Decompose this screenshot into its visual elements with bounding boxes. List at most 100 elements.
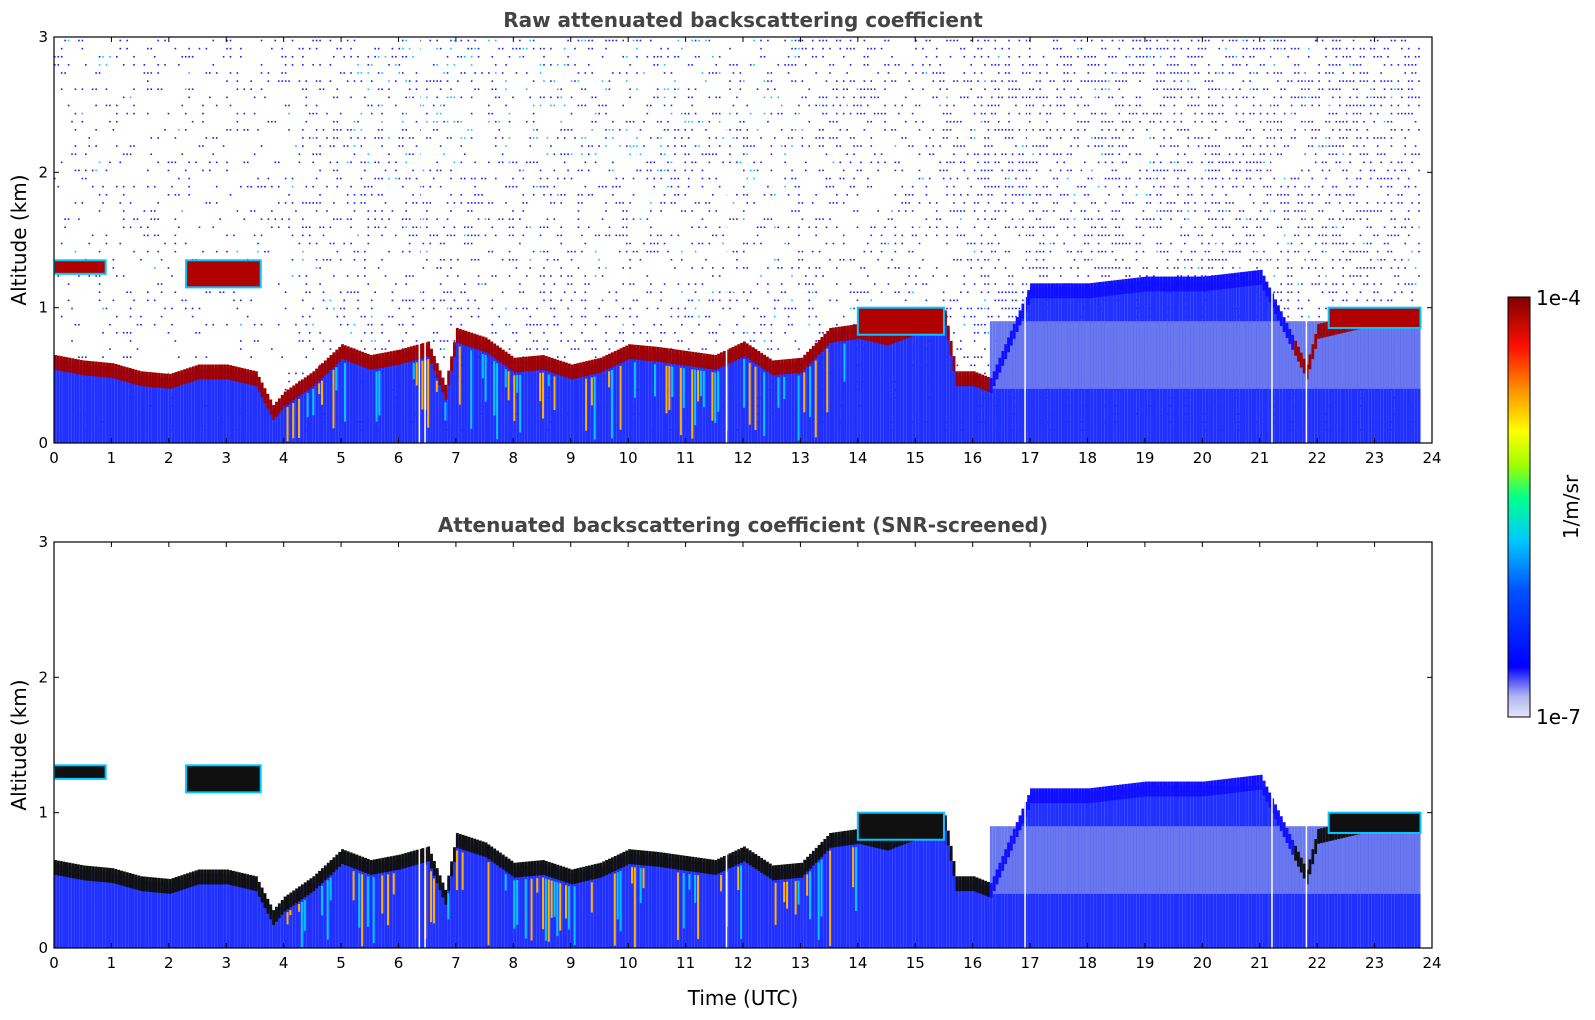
- noise-cell: [122, 332, 125, 334]
- noise-cell: [453, 96, 456, 99]
- noise-cell: [129, 315, 132, 318]
- noise-cell: [574, 64, 576, 66]
- noise-cell: [801, 96, 804, 99]
- noise-cell: [1032, 226, 1034, 229]
- noise-cell: [818, 323, 821, 326]
- noise-cell: [405, 226, 407, 229]
- noise-cell: [288, 129, 290, 131]
- noise-cell: [729, 112, 731, 115]
- noise-cell: [388, 137, 390, 139]
- noise-cell: [450, 39, 452, 42]
- noise-cell: [1152, 112, 1155, 115]
- noise-cell: [612, 129, 614, 131]
- noise-cell: [529, 332, 532, 334]
- noise-cell: [1001, 129, 1003, 131]
- noise-cell: [1214, 218, 1217, 220]
- noise-cell: [836, 112, 838, 115]
- noise-cell: [1166, 250, 1169, 253]
- noise-cell: [963, 283, 966, 285]
- noise-cell: [467, 226, 469, 229]
- noise-cell: [587, 169, 590, 172]
- noise-cell: [515, 267, 518, 269]
- noise-cell: [918, 202, 921, 204]
- noise-cell: [1104, 250, 1107, 253]
- noise-cell: [536, 323, 538, 326]
- noise-cell: [1108, 234, 1110, 237]
- noise-cell: [584, 242, 587, 245]
- noise-cell: [229, 104, 232, 107]
- noise-cell: [543, 299, 545, 302]
- noise-cell: [443, 291, 445, 294]
- noise-cell: [305, 323, 308, 326]
- noise-cell: [336, 169, 339, 172]
- noise-cell: [984, 112, 986, 115]
- noise-cell: [1070, 250, 1072, 253]
- noise-cell: [715, 153, 718, 155]
- noise-cell: [226, 96, 228, 99]
- noise-cell: [1211, 120, 1214, 123]
- noise-cell: [973, 104, 976, 107]
- noise-cell: [601, 275, 604, 277]
- noise-cell: [653, 55, 656, 58]
- noise-cell: [364, 169, 366, 172]
- noise-cell: [670, 185, 673, 188]
- noise-cell: [770, 153, 773, 155]
- noise-cell: [305, 96, 308, 99]
- noise-cell: [1015, 291, 1017, 294]
- noise-cell: [401, 145, 404, 147]
- noise-cell: [729, 80, 731, 82]
- noise-cell: [656, 64, 659, 66]
- noise-cell: [381, 104, 383, 107]
- noise-cell: [715, 234, 718, 237]
- noise-cell: [798, 348, 800, 350]
- noise-cell: [381, 348, 383, 350]
- noise-cell: [1239, 218, 1241, 220]
- noise-cell: [246, 161, 249, 164]
- noise-cell: [415, 72, 418, 74]
- noise-cell: [660, 120, 662, 123]
- noise-cell: [546, 137, 549, 139]
- noise-cell: [67, 218, 70, 220]
- noise-cell: [1008, 161, 1010, 164]
- noise-cell: [970, 242, 972, 245]
- noise-cell: [491, 307, 494, 310]
- noise-cell: [367, 234, 370, 237]
- noise-cell: [736, 250, 738, 253]
- noise-cell: [122, 64, 125, 66]
- noise-cell: [1170, 161, 1172, 164]
- noise-cell: [1256, 161, 1258, 164]
- noise-cell: [767, 72, 769, 74]
- noise-cell: [291, 185, 294, 188]
- noise-cell: [350, 161, 352, 164]
- noise-cell: [1004, 185, 1007, 188]
- noise-cell: [1022, 291, 1024, 294]
- noise-cell: [1166, 210, 1169, 212]
- noise-cell: [1104, 161, 1107, 164]
- noise-cell: [1170, 210, 1172, 212]
- noise-cell: [863, 250, 866, 253]
- noise-cell: [374, 47, 376, 50]
- noise-cell: [202, 169, 204, 172]
- noise-cell: [1025, 72, 1028, 74]
- noise-cell: [1173, 112, 1176, 115]
- noise-cell: [987, 177, 990, 180]
- noise-cell: [336, 185, 339, 188]
- noise-cell: [946, 39, 948, 42]
- noise-cell: [777, 299, 780, 302]
- noise-cell: [467, 39, 469, 42]
- noise-cell: [119, 161, 122, 164]
- noise-cell: [1159, 145, 1162, 147]
- noise-cell: [991, 169, 993, 172]
- noise-cell: [550, 47, 552, 50]
- noise-cell: [350, 72, 352, 74]
- noise-cell: [567, 275, 569, 277]
- noise-cell: [1056, 88, 1059, 91]
- noise-cell: [818, 332, 821, 334]
- noise-cell: [966, 177, 969, 180]
- noise-cell: [1090, 137, 1093, 139]
- noise-cell: [178, 226, 180, 229]
- noise-cell: [853, 145, 855, 147]
- noise-cell: [1121, 80, 1124, 82]
- noise-cell: [512, 161, 514, 164]
- noise-cell: [1018, 39, 1021, 42]
